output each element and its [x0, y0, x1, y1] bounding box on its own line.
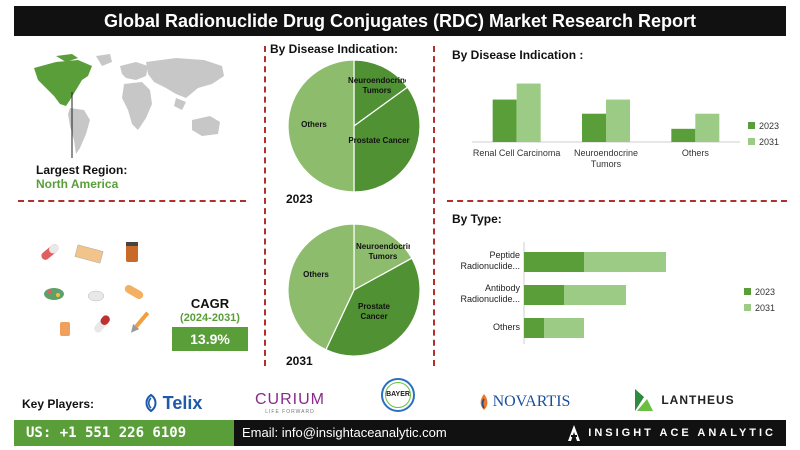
brand-name: INSIGHT ACE ANALYTIC: [568, 420, 776, 446]
key-players-label: Key Players:: [22, 397, 95, 411]
curium-name: CURIUM: [255, 391, 325, 408]
bar-2031-1: [606, 99, 630, 142]
medicine-illustration-icon: [41, 242, 150, 336]
largest-region-label: Largest Region:: [36, 163, 128, 177]
novartis-logo: NOVARTIS: [472, 390, 576, 414]
novartis-name: NOVARTIS: [492, 393, 571, 410]
contact-phone: US: +1 551 226 6109: [14, 420, 234, 446]
bar-2031-2: [695, 113, 720, 142]
pie-slice-label: Prostate Cancer: [358, 302, 390, 321]
lantheus-leaf-icon: [635, 389, 654, 411]
brand-text: INSIGHT ACE ANALYTIC: [588, 427, 776, 439]
category-label: Others: [682, 148, 709, 158]
divider-right-horizontal: [447, 200, 787, 202]
category-label: Renal Cell Carcinoma: [473, 148, 561, 158]
legend-swatch: [748, 122, 755, 129]
telix-swirl-icon: [145, 393, 157, 413]
curium-logo: CURIUM LIFE FORWARD: [252, 388, 328, 418]
bar-2023-0: [524, 252, 584, 272]
bayer-cross-icon: [381, 378, 415, 412]
category-label: Peptide Radionuclide...: [460, 250, 520, 271]
legend-swatch: [744, 288, 751, 295]
pie-slice: [353, 86, 421, 193]
legend-label: 2031: [755, 303, 775, 313]
novartis-flame-icon: [480, 394, 487, 410]
lantheus-name: LANTHEUS: [661, 393, 735, 407]
bar-2023-2: [524, 318, 544, 338]
divider-right: [433, 46, 435, 366]
world-map-icon: [34, 54, 224, 158]
category-label: Antibody Radionuclide...: [460, 283, 520, 304]
insight-ace-logo-icon: [568, 425, 581, 441]
pie-slice: [287, 223, 355, 351]
bayer-name: BAYER: [386, 391, 410, 398]
pie-slice: [325, 257, 421, 357]
legend-label: 2023: [755, 287, 775, 297]
pie-slice-label: Prostate Cancer: [348, 136, 409, 145]
disease-bar-heading: By Disease Indication :: [452, 48, 584, 62]
category-label: Neuroendocrine Tumors: [574, 148, 638, 169]
bar-2031-0: [584, 252, 666, 272]
bar-2023-0: [492, 99, 517, 142]
category-label: Others: [493, 322, 520, 332]
telix-logo: Telix: [132, 390, 212, 416]
type-bar-heading: By Type:: [452, 212, 502, 226]
pie-slice-label: Others: [303, 270, 329, 279]
cagr-label: CAGR: [190, 296, 230, 311]
lantheus-logo: LANTHEUS: [628, 386, 740, 414]
bar-2031-1: [564, 285, 626, 305]
pie-slice: [353, 59, 409, 128]
pie-slice: [353, 223, 413, 292]
report-title: Global Radionuclide Drug Conjugates (RDC…: [14, 6, 786, 36]
disease-pie-heading: By Disease Indication:: [270, 42, 399, 56]
divider-left-horizontal: [18, 200, 246, 202]
pie-2023-year-label: 2023: [286, 192, 313, 206]
legend-swatch: [744, 304, 751, 311]
bar-2031-0: [516, 83, 541, 142]
pie-chart-2031: Neuroendocrine Tumors Prostate Cancer Othe…: [287, 223, 421, 357]
bar-2023-2: [671, 128, 696, 142]
telix-name: Telix: [162, 392, 203, 413]
bayer-logo: BAYER: [380, 377, 416, 413]
contact-email: Email: info@insightaceanalytic.com: [234, 420, 786, 446]
bar-2023-1: [582, 113, 606, 142]
pie-slice-label: Others: [301, 120, 327, 129]
pie-slice-label: Neuroendocrine Tumors: [356, 242, 410, 261]
cagr-value: 13.9%: [172, 327, 248, 351]
pie-slice-label: Neuroendocrine Tumors: [348, 76, 406, 95]
largest-region-value: North America: [36, 177, 119, 191]
legend-label: 2023: [759, 121, 779, 131]
legend-swatch: [748, 138, 755, 145]
disease-bar-chart: Renal Cell Carcinoma Neuroendocrine Tumor…: [472, 83, 779, 169]
pie-2031-year-label: 2031: [286, 354, 313, 368]
bar-2031-2: [544, 318, 584, 338]
curium-tagline: LIFE FORWARD: [265, 409, 315, 415]
pie-slice: [287, 59, 355, 193]
bar-2023-1: [524, 285, 564, 305]
divider-left: [264, 46, 266, 366]
type-bar-chart: Peptide Radionuclide... Antibody Radionuc…: [460, 242, 775, 344]
legend-label: 2031: [759, 137, 779, 147]
cagr-period: (2024-2031): [180, 312, 240, 324]
pie-chart-2023: Neuroendocrine Tumors Prostate Cancer Othe…: [287, 59, 421, 193]
